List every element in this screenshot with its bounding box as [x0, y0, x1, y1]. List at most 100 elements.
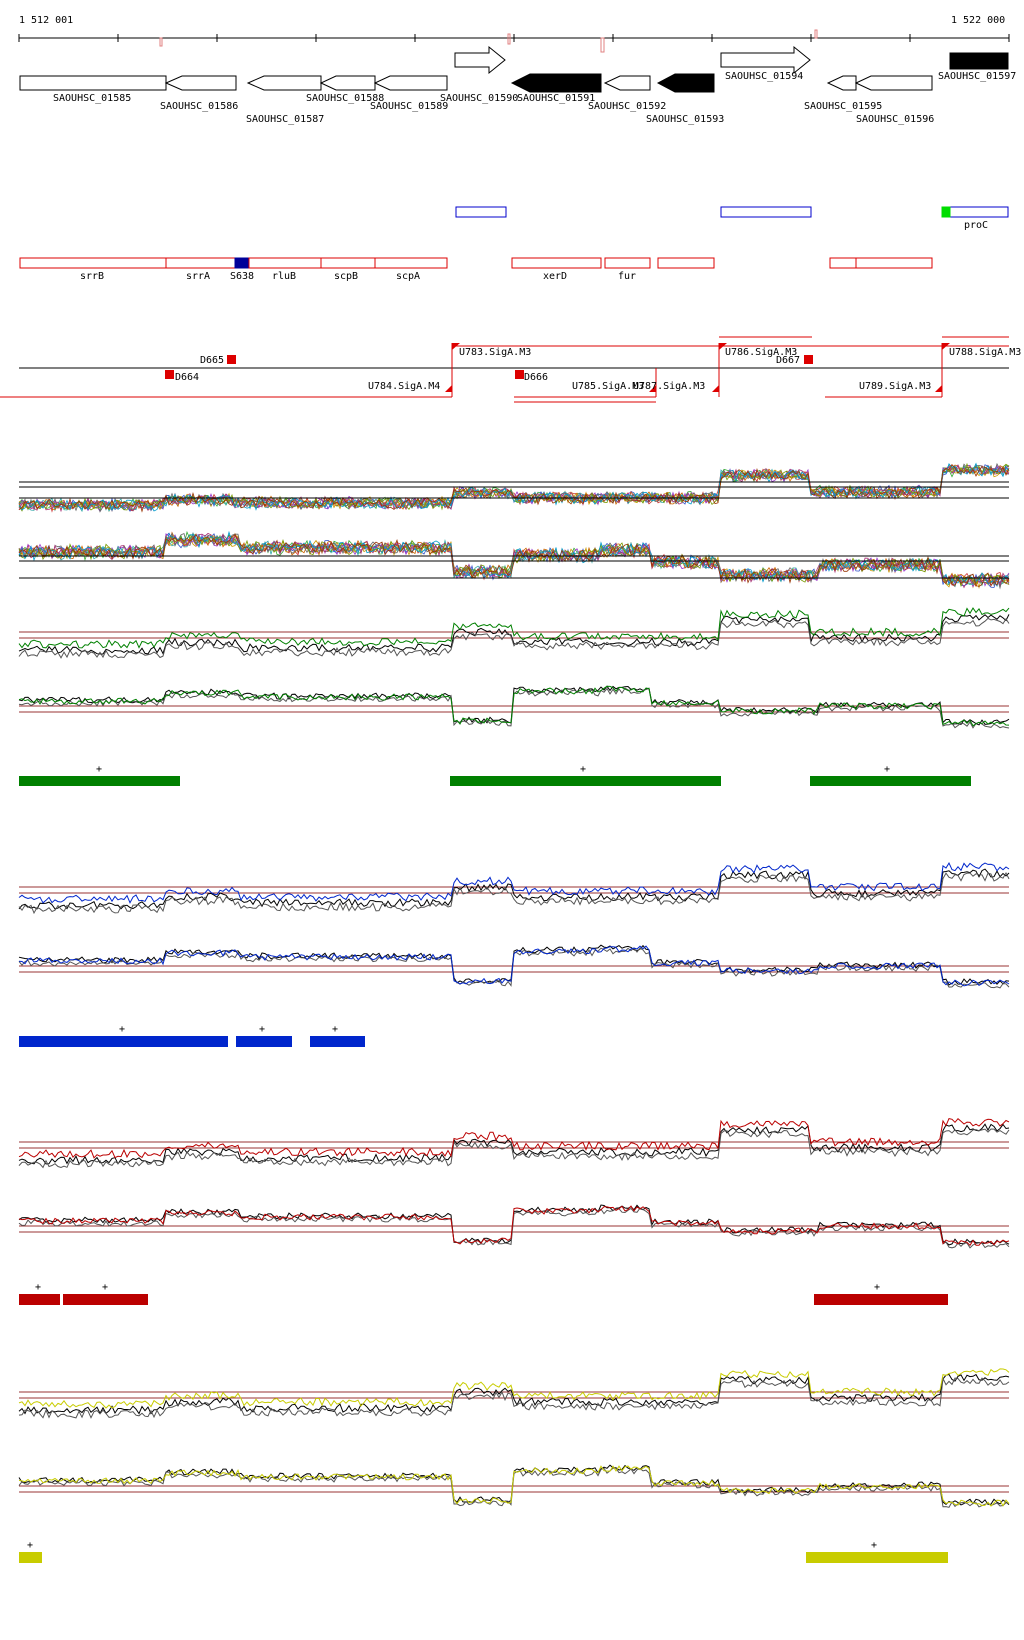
red-feature-label: srrA — [186, 271, 210, 282]
promoter-flag[interactable] — [719, 343, 727, 350]
promoter-label: U783.SigA.M3 — [459, 347, 531, 358]
signal-trace — [18, 1465, 1010, 1507]
segment-label: + — [332, 1024, 338, 1035]
red-feature-label: scpB — [334, 271, 358, 282]
signal-trace — [18, 945, 1010, 987]
red-feature[interactable] — [604, 257, 651, 269]
promoter-label: U785.SigA.M3 — [572, 381, 644, 392]
segment-label: + — [874, 1282, 880, 1293]
gene-label: SAOUHSC_01595 — [804, 101, 882, 112]
gene-arrow[interactable] — [949, 52, 1009, 70]
ruler-ticks — [18, 34, 1010, 42]
signal-trace — [18, 871, 1010, 915]
gene-arrow[interactable] — [656, 73, 715, 93]
promoter-flag[interactable] — [649, 385, 656, 392]
red-feature-label: scpA — [396, 271, 420, 282]
expressed-segment[interactable] — [63, 1294, 148, 1305]
expressed-segment[interactable] — [19, 1294, 60, 1305]
signal-trace — [18, 868, 1010, 910]
blue-feature[interactable] — [949, 206, 1009, 218]
signal-trace — [18, 1205, 1010, 1247]
expressed-segment[interactable] — [19, 1036, 228, 1047]
red-feature[interactable] — [320, 257, 376, 269]
promoter-flag[interactable] — [452, 343, 460, 350]
expression-overview — [18, 462, 1010, 590]
blue-feature-label: proC — [964, 220, 988, 231]
sample-trace — [18, 533, 1010, 587]
terminator-mark[interactable] — [165, 370, 174, 379]
red-feature[interactable] — [248, 257, 322, 269]
expressed-segment[interactable] — [806, 1552, 948, 1563]
gene-label: SAOUHSC_01589 — [370, 101, 448, 112]
blue-feature[interactable] — [455, 206, 507, 218]
signal-trace — [18, 1117, 1010, 1159]
red-feature[interactable] — [374, 257, 448, 269]
terminator-marks — [165, 355, 813, 379]
gene-label: SAOUHSC_01592 — [588, 101, 666, 112]
gene-label: SAOUHSC_01590 — [440, 93, 518, 104]
gene-arrow[interactable] — [19, 75, 167, 91]
expressed-segment[interactable] — [814, 1294, 948, 1305]
gene-arrow[interactable] — [164, 75, 237, 91]
gene-arrow[interactable] — [854, 75, 933, 91]
terminator-mark[interactable] — [515, 370, 524, 379]
blue-feature[interactable] — [720, 206, 812, 218]
expressed-segment[interactable] — [810, 776, 971, 786]
expressed-segment[interactable] — [19, 776, 180, 786]
gene-arrow[interactable] — [720, 45, 811, 75]
signal-trace — [18, 947, 1010, 989]
segment-label: + — [871, 1540, 877, 1551]
end-coordinate: 1 522 000 — [951, 15, 1005, 26]
expressed-segment[interactable] — [450, 776, 721, 786]
transcript-lines — [0, 336, 1009, 403]
gene-arrow[interactable] — [510, 73, 602, 93]
terminator-mark[interactable] — [804, 355, 813, 364]
expressed-segment[interactable] — [19, 1552, 42, 1563]
segment-label: + — [119, 1024, 125, 1035]
red-feature[interactable] — [234, 257, 250, 269]
terminator-label: D665 — [200, 355, 224, 366]
red-feature-track — [19, 257, 933, 269]
sample-trace — [18, 533, 1010, 588]
expressed-segment[interactable] — [310, 1036, 365, 1047]
gene-label: SAOUHSC_01593 — [646, 114, 724, 125]
gene-track — [19, 45, 1009, 93]
red-feature[interactable] — [511, 257, 602, 269]
segment-label: + — [35, 1282, 41, 1293]
gene-labels: SAOUHSC_01585 SAOUHSC_01586 SAOUHSC_0158… — [53, 71, 1016, 125]
promoter-flag[interactable] — [445, 385, 452, 392]
promoter-flag[interactable] — [712, 385, 719, 392]
segment-label: + — [27, 1540, 33, 1551]
gene-arrow[interactable] — [373, 75, 448, 91]
gene-arrow[interactable] — [826, 75, 857, 91]
signal-trace — [18, 1376, 1010, 1419]
signal-trace — [18, 1368, 1010, 1409]
red-feature-label: srrB — [80, 271, 104, 282]
terminator-mark[interactable] — [227, 355, 236, 364]
condition-panel-green: + + + — [18, 607, 1010, 786]
red-feature[interactable] — [19, 257, 167, 269]
gene-arrow[interactable] — [246, 75, 322, 91]
signal-trace — [18, 862, 1010, 904]
condition-panel-red: + + + — [18, 1117, 1010, 1305]
gene-arrow[interactable] — [319, 75, 376, 91]
signal-trace — [18, 617, 1010, 659]
red-feature[interactable] — [829, 257, 933, 269]
blue-feature-track — [455, 206, 1009, 218]
gene-label: SAOUHSC_01587 — [246, 114, 324, 125]
signal-trace — [18, 614, 1010, 655]
red-feature-label: xerD — [543, 271, 567, 282]
promoter-flag[interactable] — [942, 343, 950, 350]
red-feature[interactable] — [657, 257, 715, 269]
segment-label: + — [259, 1024, 265, 1035]
gene-arrow[interactable] — [454, 45, 506, 75]
expressed-segment[interactable] — [236, 1036, 292, 1047]
terminator-label: D664 — [175, 372, 199, 383]
green-feature-mark — [941, 206, 951, 218]
gene-arrow[interactable] — [603, 75, 651, 91]
segment-label: + — [884, 764, 890, 775]
red-feature[interactable] — [165, 257, 236, 269]
terminator-label: D666 — [524, 372, 548, 383]
promoter-flag[interactable] — [935, 385, 942, 392]
condition-panel-blue: + + + — [18, 862, 1010, 1047]
